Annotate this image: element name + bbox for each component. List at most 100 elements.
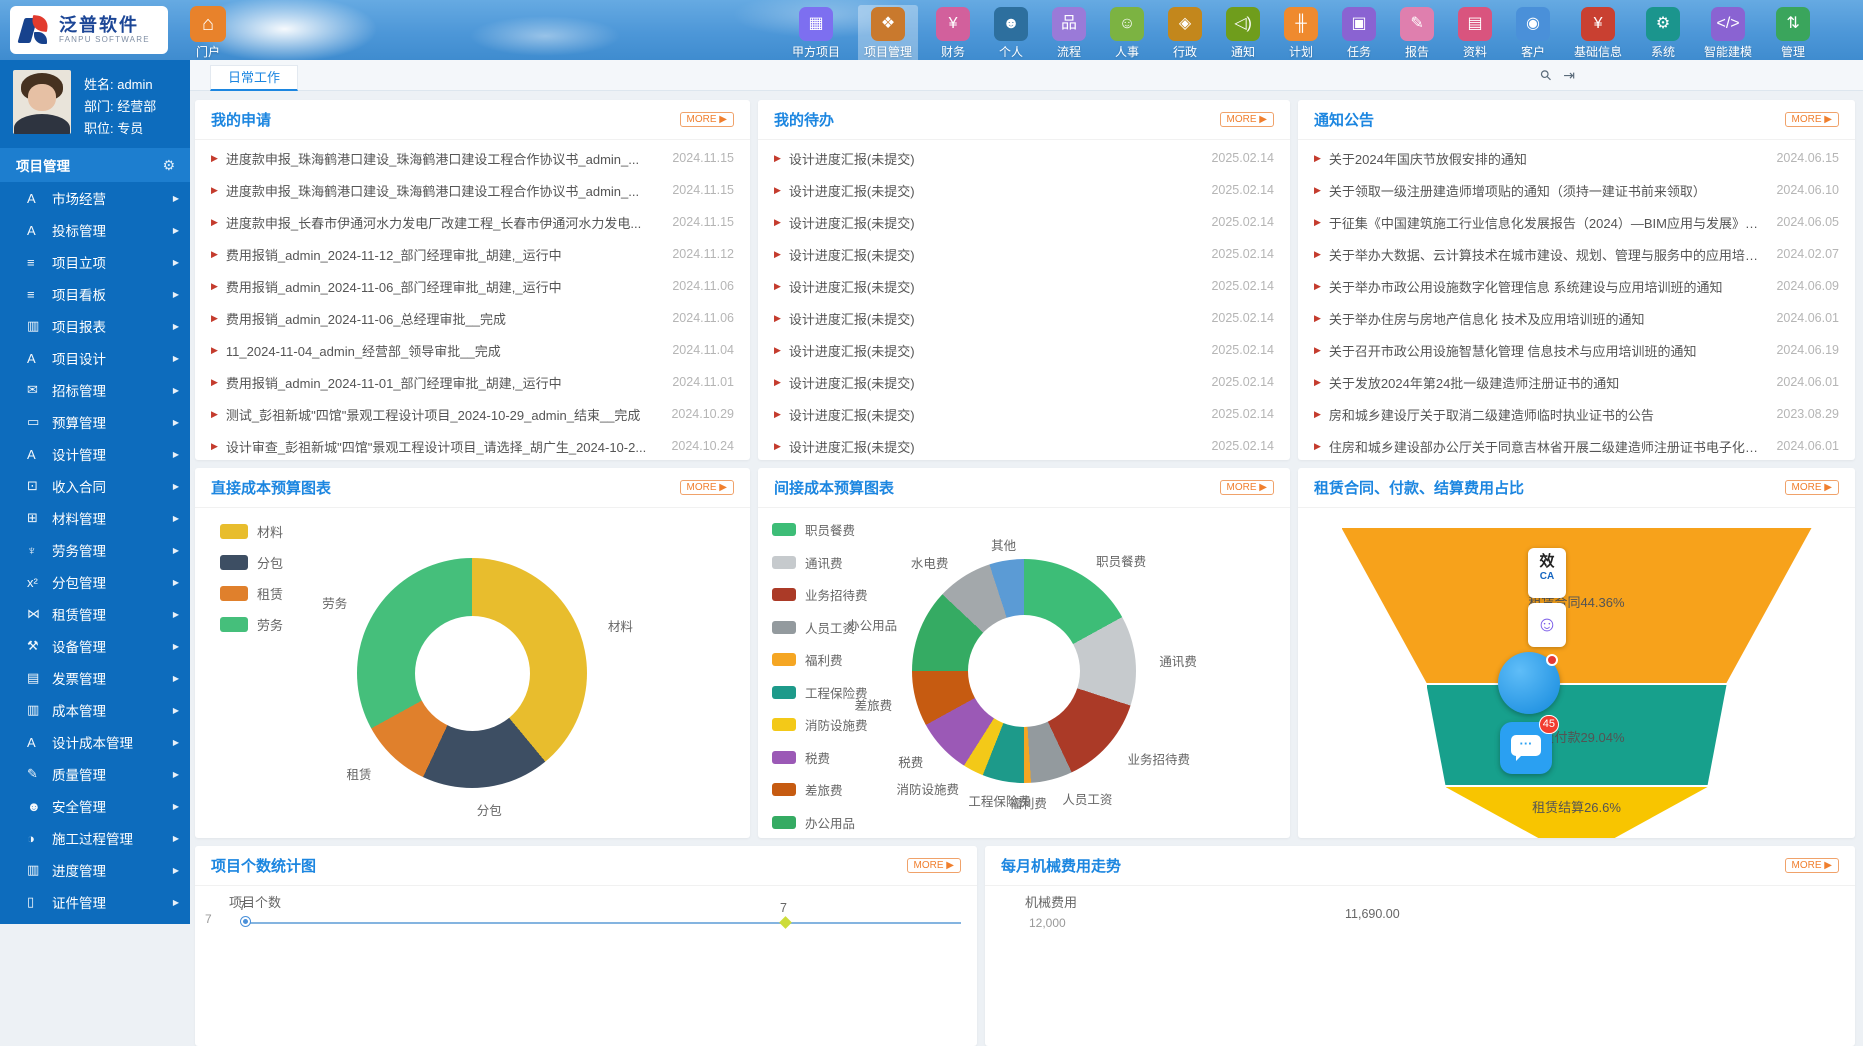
legend-item[interactable]: 消防设施费 xyxy=(772,715,868,734)
top-nav-item[interactable]: ☺ 人事 xyxy=(1104,5,1150,60)
ca-certificate-widget[interactable]: 效 CA xyxy=(1528,548,1566,598)
top-nav-item[interactable]: ¥ 基础信息 xyxy=(1568,5,1628,60)
legend-item[interactable]: 办公用品 xyxy=(772,813,868,832)
sidebar-menu-item[interactable]: ✎ 质量管理 ▶ xyxy=(0,758,190,790)
key-icon[interactable]: ⚲ xyxy=(1536,66,1555,85)
sidebar-menu-item[interactable]: A 设计成本管理 ▶ xyxy=(0,726,190,758)
sidebar-section-header[interactable]: 项目管理 ⚙ xyxy=(0,148,190,182)
sidebar-menu-item[interactable]: A 项目设计 ▶ xyxy=(0,342,190,374)
more-button[interactable]: MORE ▶ xyxy=(1785,858,1839,873)
list-item[interactable]: ▶ 进度款申报_长春市伊通河水力发电厂改建工程_长春市伊通河水力发电... 20… xyxy=(195,206,750,238)
list-item[interactable]: ▶ 关于2024年国庆节放假安排的通知 2024.06.15 xyxy=(1298,142,1855,174)
list-item[interactable]: ▶ 关于领取一级注册建造师增项贴的通知（须持一建证书前来领取） 2024.06.… xyxy=(1298,174,1855,206)
list-item[interactable]: ▶ 设计进度汇报(未提交) 2025.02.14 xyxy=(758,430,1290,460)
legend-item[interactable]: 福利费 xyxy=(772,650,868,669)
sidebar-menu-item[interactable]: ≡ 项目立项 ▶ xyxy=(0,246,190,278)
legend-item[interactable]: 劳务 xyxy=(220,615,283,634)
top-nav-item[interactable]: ¥ 财务 xyxy=(930,5,976,60)
sidebar-menu-item[interactable]: ▥ 项目报表 ▶ xyxy=(0,310,190,342)
list-item[interactable]: ▶ 设计进度汇报(未提交) 2025.02.14 xyxy=(758,142,1290,174)
sidebar-menu-item[interactable]: ⋈ 租赁管理 ▶ xyxy=(0,598,190,630)
sidebar-menu-item[interactable]: A 投标管理 ▶ xyxy=(0,214,190,246)
sidebar-menu-item[interactable]: ▯ 证件管理 ▶ xyxy=(0,886,190,918)
sidebar-menu-item[interactable]: ≡ 项目看板 ▶ xyxy=(0,278,190,310)
sidebar-menu-item[interactable]: ⊞ 材料管理 ▶ xyxy=(0,502,190,534)
list-item[interactable]: ▶ 设计进度汇报(未提交) 2025.02.14 xyxy=(758,206,1290,238)
list-item[interactable]: ▶ 11_2024-11-04_admin_经营部_领导审批__完成 2024.… xyxy=(195,334,750,366)
list-item[interactable]: ▶ 费用报销_admin_2024-11-06_部门经理审批_胡建,_运行中 2… xyxy=(195,270,750,302)
top-nav-item[interactable]: ✎ 报告 xyxy=(1394,5,1440,60)
list-item[interactable]: ▶ 进度款申报_珠海鹤港口建设_珠海鹤港口建设工程合作协议书_admin_...… xyxy=(195,174,750,206)
list-item[interactable]: ▶ 设计进度汇报(未提交) 2025.02.14 xyxy=(758,238,1290,270)
smiley-service-widget[interactable]: ☺ xyxy=(1528,603,1566,647)
top-nav-item[interactable]: ◈ 行政 xyxy=(1162,5,1208,60)
list-item[interactable]: ▶ 费用报销_admin_2024-11-06_总经理审批__完成 2024.1… xyxy=(195,302,750,334)
list-item[interactable]: ▶ 关于举办住房与房地产信息化 技术及应用培训班的通知 2024.06.01 xyxy=(1298,302,1855,334)
list-item[interactable]: ▶ 关于举办大数据、云计算技术在城市建设、规划、管理与服务中的应用培训班... … xyxy=(1298,238,1855,270)
list-item[interactable]: ▶ 住房和城乡建设部办公厅关于同意吉林省开展二级建造师注册证书电子化试点... … xyxy=(1298,430,1855,460)
legend-item[interactable]: 材料 xyxy=(220,522,283,541)
exit-fullscreen-icon[interactable]: ⇥ xyxy=(1563,67,1575,84)
more-button[interactable]: MORE ▶ xyxy=(1220,480,1274,495)
list-item[interactable]: ▶ 设计进度汇报(未提交) 2025.02.14 xyxy=(758,302,1290,334)
sidebar-menu-item[interactable]: A 市场经营 ▶ xyxy=(0,182,190,214)
sidebar-menu-item[interactable]: x² 分包管理 ▶ xyxy=(0,566,190,598)
top-nav-item[interactable]: ╫ 计划 xyxy=(1278,5,1324,60)
list-item[interactable]: ▶ 费用报销_admin_2024-11-01_部门经理审批_胡建,_运行中 2… xyxy=(195,366,750,398)
list-item[interactable]: ▶ 设计进度汇报(未提交) 2025.02.14 xyxy=(758,366,1290,398)
floating-assistant-button[interactable] xyxy=(1498,652,1560,714)
sidebar-menu-item[interactable]: ☻ 安全管理 ▶ xyxy=(0,790,190,822)
list-item[interactable]: ▶ 关于召开市政公用设施智慧化管理 信息技术与应用培训班的通知 2024.06.… xyxy=(1298,334,1855,366)
top-nav-item[interactable]: </> 智能建模 xyxy=(1698,5,1758,60)
more-button[interactable]: MORE ▶ xyxy=(1220,112,1274,127)
more-button[interactable]: MORE ▶ xyxy=(1785,480,1839,495)
sidebar-menu-item[interactable]: ▥ 成本管理 ▶ xyxy=(0,694,190,726)
legend-item[interactable]: 工程保险费 xyxy=(772,683,868,702)
sidebar-menu-item[interactable]: A 设计管理 ▶ xyxy=(0,438,190,470)
legend-item[interactable]: 差旅费 xyxy=(772,780,868,799)
list-item[interactable]: ▶ 关于举办市政公用设施数字化管理信息 系统建设与应用培训班的通知 2024.0… xyxy=(1298,270,1855,302)
tab-daily-work[interactable]: 日常工作 xyxy=(210,65,298,91)
list-item[interactable]: ▶ 房和城乡建设厅关于取消二级建造师临时执业证书的公告 2023.08.29 xyxy=(1298,398,1855,430)
legend-item[interactable]: 租赁 xyxy=(220,584,283,603)
more-button[interactable]: MORE ▶ xyxy=(680,480,734,495)
list-item[interactable]: ▶ 进度款申报_珠海鹤港口建设_珠海鹤港口建设工程合作协议书_admin_...… xyxy=(195,142,750,174)
chat-button[interactable]: ··· 45 xyxy=(1500,722,1552,774)
more-button[interactable]: MORE ▶ xyxy=(680,112,734,127)
list-item[interactable]: ▶ 设计进度汇报(未提交) 2025.02.14 xyxy=(758,270,1290,302)
more-button[interactable]: MORE ▶ xyxy=(1785,112,1839,127)
list-item[interactable]: ▶ 设计审查_彭祖新城"四馆"景观工程设计项目_请选择_胡广生_2024-10-… xyxy=(195,430,750,460)
list-item[interactable]: ▶ 设计进度汇报(未提交) 2025.02.14 xyxy=(758,174,1290,206)
portal-nav-item[interactable]: ⌂ 门户 xyxy=(185,6,231,60)
list-item[interactable]: ▶ 费用报销_admin_2024-11-12_部门经理审批_胡建,_运行中 2… xyxy=(195,238,750,270)
sidebar-menu-item[interactable]: ▤ 发票管理 ▶ xyxy=(0,662,190,694)
top-nav-item[interactable]: ◁) 通知 xyxy=(1220,5,1266,60)
sidebar-menu-item[interactable]: ▭ 预算管理 ▶ xyxy=(0,406,190,438)
legend-item[interactable]: 税费 xyxy=(772,748,868,767)
list-item[interactable]: ▶ 测试_彭祖新城"四馆"景观工程设计项目_2024-10-29_admin_结… xyxy=(195,398,750,430)
sidebar-menu-item[interactable]: ◑ 施工过程管理 ▶ xyxy=(0,822,190,854)
gear-icon[interactable]: ⚙ xyxy=(162,157,175,174)
sidebar-menu-item[interactable]: ♆ 劳务管理 ▶ xyxy=(0,534,190,566)
more-button[interactable]: MORE ▶ xyxy=(907,858,961,873)
list-item[interactable]: ▶ 设计进度汇报(未提交) 2025.02.14 xyxy=(758,334,1290,366)
top-nav-item[interactable]: ☻ 个人 xyxy=(988,5,1034,60)
list-item[interactable]: ▶ 于征集《中国建筑施工行业信息化发展报告（2024）—BIM应用与发展》材料.… xyxy=(1298,206,1855,238)
list-item[interactable]: ▶ 设计进度汇报(未提交) 2025.02.14 xyxy=(758,398,1290,430)
top-nav-item[interactable]: ⇅ 管理 xyxy=(1770,5,1816,60)
top-nav-item[interactable]: ❖ 项目管理 xyxy=(858,5,918,60)
sidebar-menu-item[interactable]: ✉ 招标管理 ▶ xyxy=(0,374,190,406)
sidebar-menu-item[interactable]: ⊡ 收入合同 ▶ xyxy=(0,470,190,502)
top-nav-item[interactable]: ◉ 客户 xyxy=(1510,5,1556,60)
list-item[interactable]: ▶ 关于发放2024年第24批一级建造师注册证书的通知 2024.06.01 xyxy=(1298,366,1855,398)
top-nav-item[interactable]: ▦ 甲方项目 xyxy=(786,5,846,60)
legend-item[interactable]: 职员餐费 xyxy=(772,520,868,539)
top-nav-item[interactable]: ▤ 资料 xyxy=(1452,5,1498,60)
top-nav-item[interactable]: ⚙ 系统 xyxy=(1640,5,1686,60)
legend-item[interactable]: 分包 xyxy=(220,553,283,572)
top-nav-item[interactable]: 品 流程 xyxy=(1046,5,1092,60)
top-nav-item[interactable]: ▣ 任务 xyxy=(1336,5,1382,60)
sidebar-menu-item[interactable]: ⚒ 设备管理 ▶ xyxy=(0,630,190,662)
legend-item[interactable]: 业务招待费 xyxy=(772,585,868,604)
legend-item[interactable]: 通讯费 xyxy=(772,553,868,572)
